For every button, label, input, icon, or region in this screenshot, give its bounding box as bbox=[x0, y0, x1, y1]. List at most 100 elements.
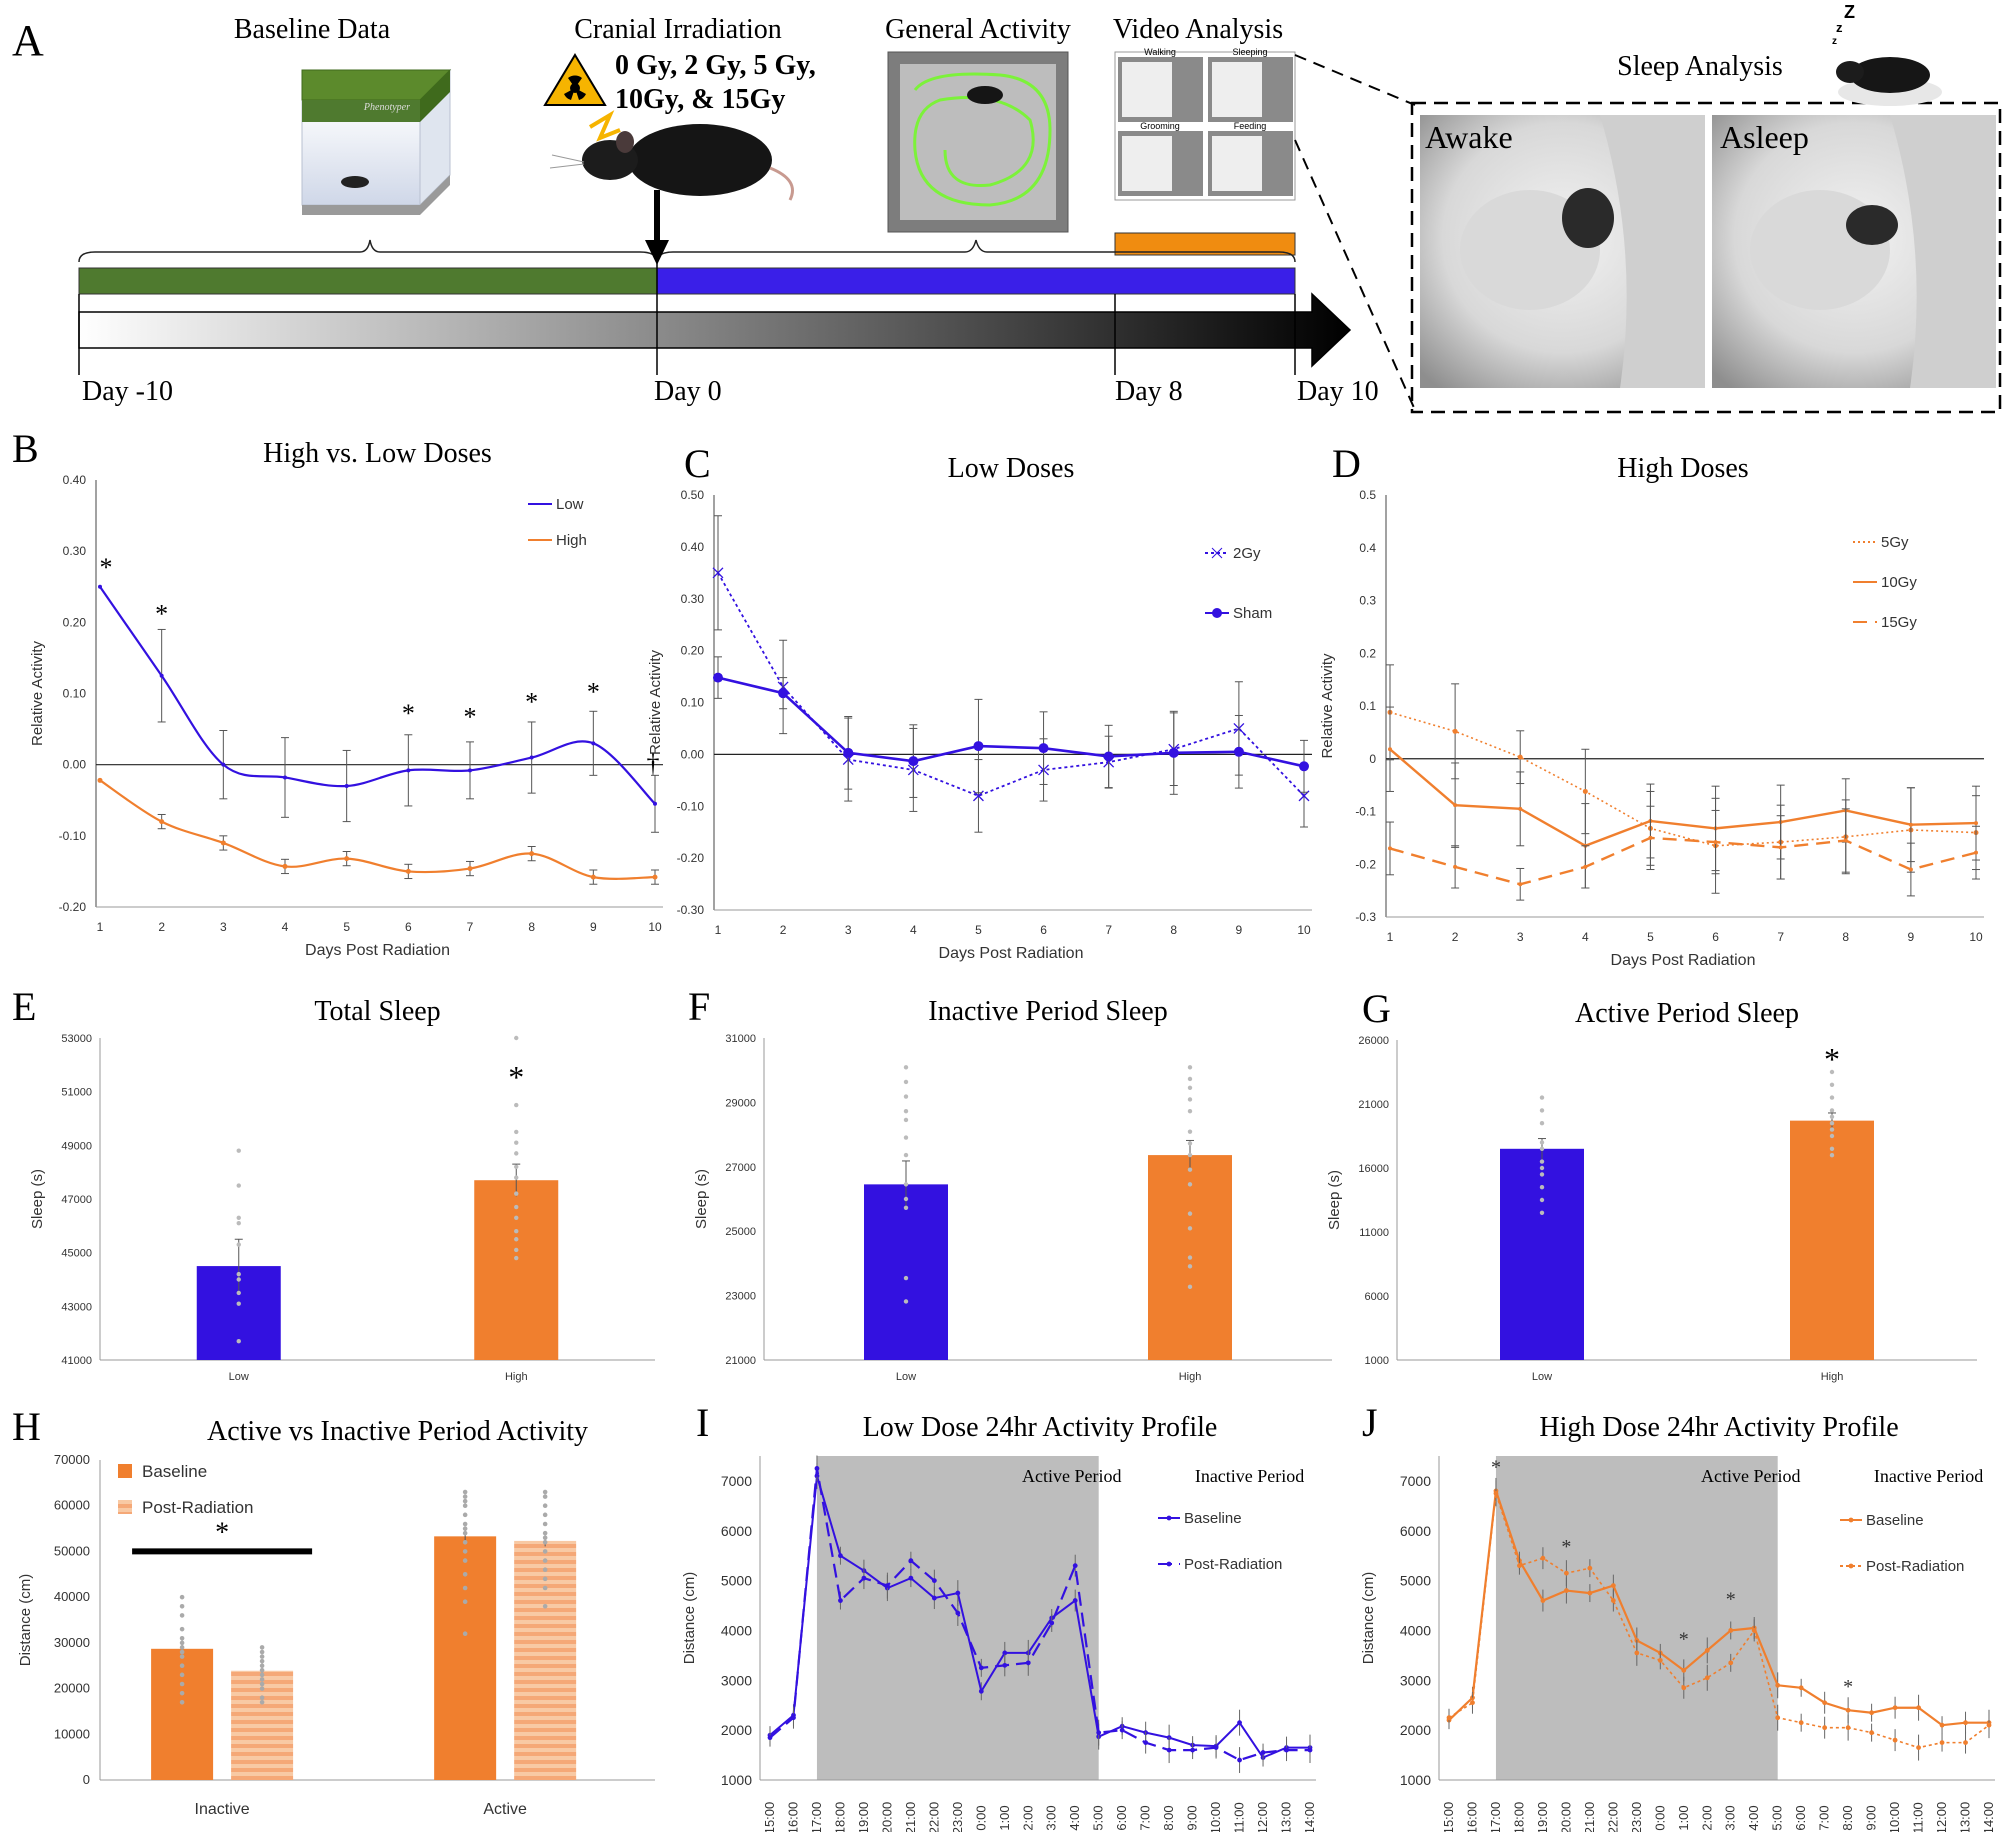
x-tick-label: High bbox=[1179, 1371, 1202, 1383]
data-point bbox=[514, 1035, 519, 1041]
data-point bbox=[514, 1164, 519, 1170]
series-line-Baseline bbox=[769, 1475, 1310, 1759]
data-point bbox=[1518, 806, 1523, 811]
legend-swatch bbox=[118, 1500, 132, 1514]
data-point bbox=[908, 1558, 914, 1564]
x-tick-label: 7 bbox=[467, 920, 474, 934]
y-axis-label: Distance (cm) bbox=[1360, 1572, 1377, 1665]
bar-Low bbox=[864, 1184, 948, 1360]
legend-label: 10Gy bbox=[1881, 574, 1917, 591]
data-point bbox=[903, 1065, 909, 1070]
data-point bbox=[903, 1094, 909, 1099]
data-point bbox=[1237, 1720, 1242, 1726]
y-tick-label: 49000 bbox=[61, 1140, 92, 1152]
data-point bbox=[344, 856, 350, 862]
data-point bbox=[236, 1183, 241, 1188]
data-point bbox=[1728, 1660, 1734, 1666]
data-point bbox=[542, 1576, 548, 1582]
x-tick-label: 9:00 bbox=[1864, 1805, 1879, 1830]
panel-letter: B bbox=[12, 426, 39, 471]
data-point bbox=[1187, 1097, 1193, 1102]
y-tick-label: 0.1 bbox=[1359, 699, 1376, 713]
data-point bbox=[1453, 803, 1458, 808]
data-point bbox=[1002, 1662, 1008, 1668]
legend-marker bbox=[1166, 1561, 1172, 1567]
data-point bbox=[462, 1503, 468, 1509]
data-point bbox=[1388, 747, 1392, 752]
x-tick-label: 12:00 bbox=[1934, 1802, 1949, 1832]
chart-title: Low Dose 24hr Activity Profile bbox=[863, 1412, 1218, 1443]
baseline-data-title: Baseline Data bbox=[234, 14, 391, 45]
y-tick-label: 16000 bbox=[1358, 1163, 1389, 1175]
x-tick-label: 22:00 bbox=[926, 1802, 941, 1832]
data-point bbox=[514, 1151, 519, 1156]
data-point bbox=[1963, 1720, 1968, 1726]
legend-label: Baseline bbox=[142, 1462, 207, 1481]
legend-label: Low bbox=[556, 496, 584, 513]
data-point bbox=[282, 863, 288, 869]
data-point bbox=[1986, 1722, 1992, 1728]
data-point bbox=[1822, 1725, 1828, 1731]
data-point bbox=[462, 1599, 468, 1605]
data-point bbox=[1539, 1146, 1545, 1152]
data-point bbox=[542, 1530, 548, 1536]
data-point bbox=[514, 1215, 519, 1220]
brace-baseline bbox=[78, 239, 658, 263]
data-point bbox=[259, 1699, 265, 1705]
x-tick-label: 2 bbox=[1452, 930, 1459, 944]
series-line-10Gy bbox=[1389, 748, 1977, 848]
data-point bbox=[1299, 761, 1309, 772]
timeline-arrow bbox=[78, 292, 1352, 368]
data-point bbox=[1213, 1745, 1219, 1750]
irradiation-arrowhead bbox=[645, 240, 669, 265]
data-point bbox=[861, 1575, 867, 1581]
panel-letter-a: A bbox=[12, 16, 44, 65]
data-point bbox=[97, 777, 103, 783]
data-point bbox=[973, 741, 984, 752]
y-tick-label: 21000 bbox=[725, 1355, 756, 1367]
data-point bbox=[1587, 1565, 1593, 1571]
data-point bbox=[1963, 1740, 1968, 1746]
data-point bbox=[236, 1339, 241, 1344]
series-line-Low bbox=[99, 586, 656, 805]
x-tick-label: 19:00 bbox=[1535, 1802, 1550, 1832]
zoom-line-top bbox=[1294, 54, 1416, 106]
bar-High bbox=[474, 1180, 559, 1360]
x-tick-label: 9:00 bbox=[1185, 1805, 1200, 1830]
data-point bbox=[1049, 1620, 1055, 1626]
data-point bbox=[1190, 1747, 1196, 1753]
data-point bbox=[652, 874, 658, 880]
x-tick-label: 9 bbox=[1236, 923, 1243, 937]
video-grid: Walking Sleeping Grooming Feeding bbox=[1114, 47, 1296, 201]
significance-marker: * bbox=[1824, 1041, 1840, 1077]
data-point bbox=[179, 1672, 185, 1678]
data-point bbox=[1187, 1065, 1193, 1070]
data-point bbox=[1187, 1108, 1193, 1114]
panel-f-chart: F Inactive Period Sleep 31000 29000 27000 250… bbox=[688, 984, 1332, 1383]
panel-letter: H bbox=[12, 1404, 41, 1449]
data-point bbox=[1908, 822, 1913, 827]
x-tick-label: 14:00 bbox=[1302, 1802, 1317, 1832]
data-point bbox=[514, 1247, 519, 1253]
x-axis-label: Days Post Radiation bbox=[305, 942, 450, 959]
y-tick-label: 0 bbox=[83, 1772, 90, 1787]
data-point bbox=[1103, 751, 1114, 762]
x-tick-label: 13:00 bbox=[1958, 1802, 1973, 1832]
x-tick-label: 5 bbox=[1647, 930, 1654, 944]
x-tick-label: 1:00 bbox=[1676, 1805, 1691, 1830]
data-point bbox=[1540, 1598, 1546, 1603]
data-point bbox=[1704, 1675, 1710, 1681]
zzz-mid: z bbox=[1836, 20, 1843, 35]
x-tick-label: 5 bbox=[343, 920, 350, 934]
data-point bbox=[1829, 1114, 1835, 1120]
asleep-image: Asleep bbox=[1712, 115, 1996, 388]
y-tick-label: 4000 bbox=[1400, 1622, 1431, 1638]
data-point bbox=[1518, 882, 1523, 887]
zzz-big: Z bbox=[1844, 2, 1855, 22]
x-tick-label: 8:00 bbox=[1840, 1805, 1855, 1830]
x-tick-label: 3 bbox=[220, 920, 227, 934]
data-point bbox=[462, 1530, 468, 1536]
y-tick-label: 70000 bbox=[54, 1452, 90, 1467]
x-axis-label: Days Post Radiation bbox=[939, 945, 1084, 962]
